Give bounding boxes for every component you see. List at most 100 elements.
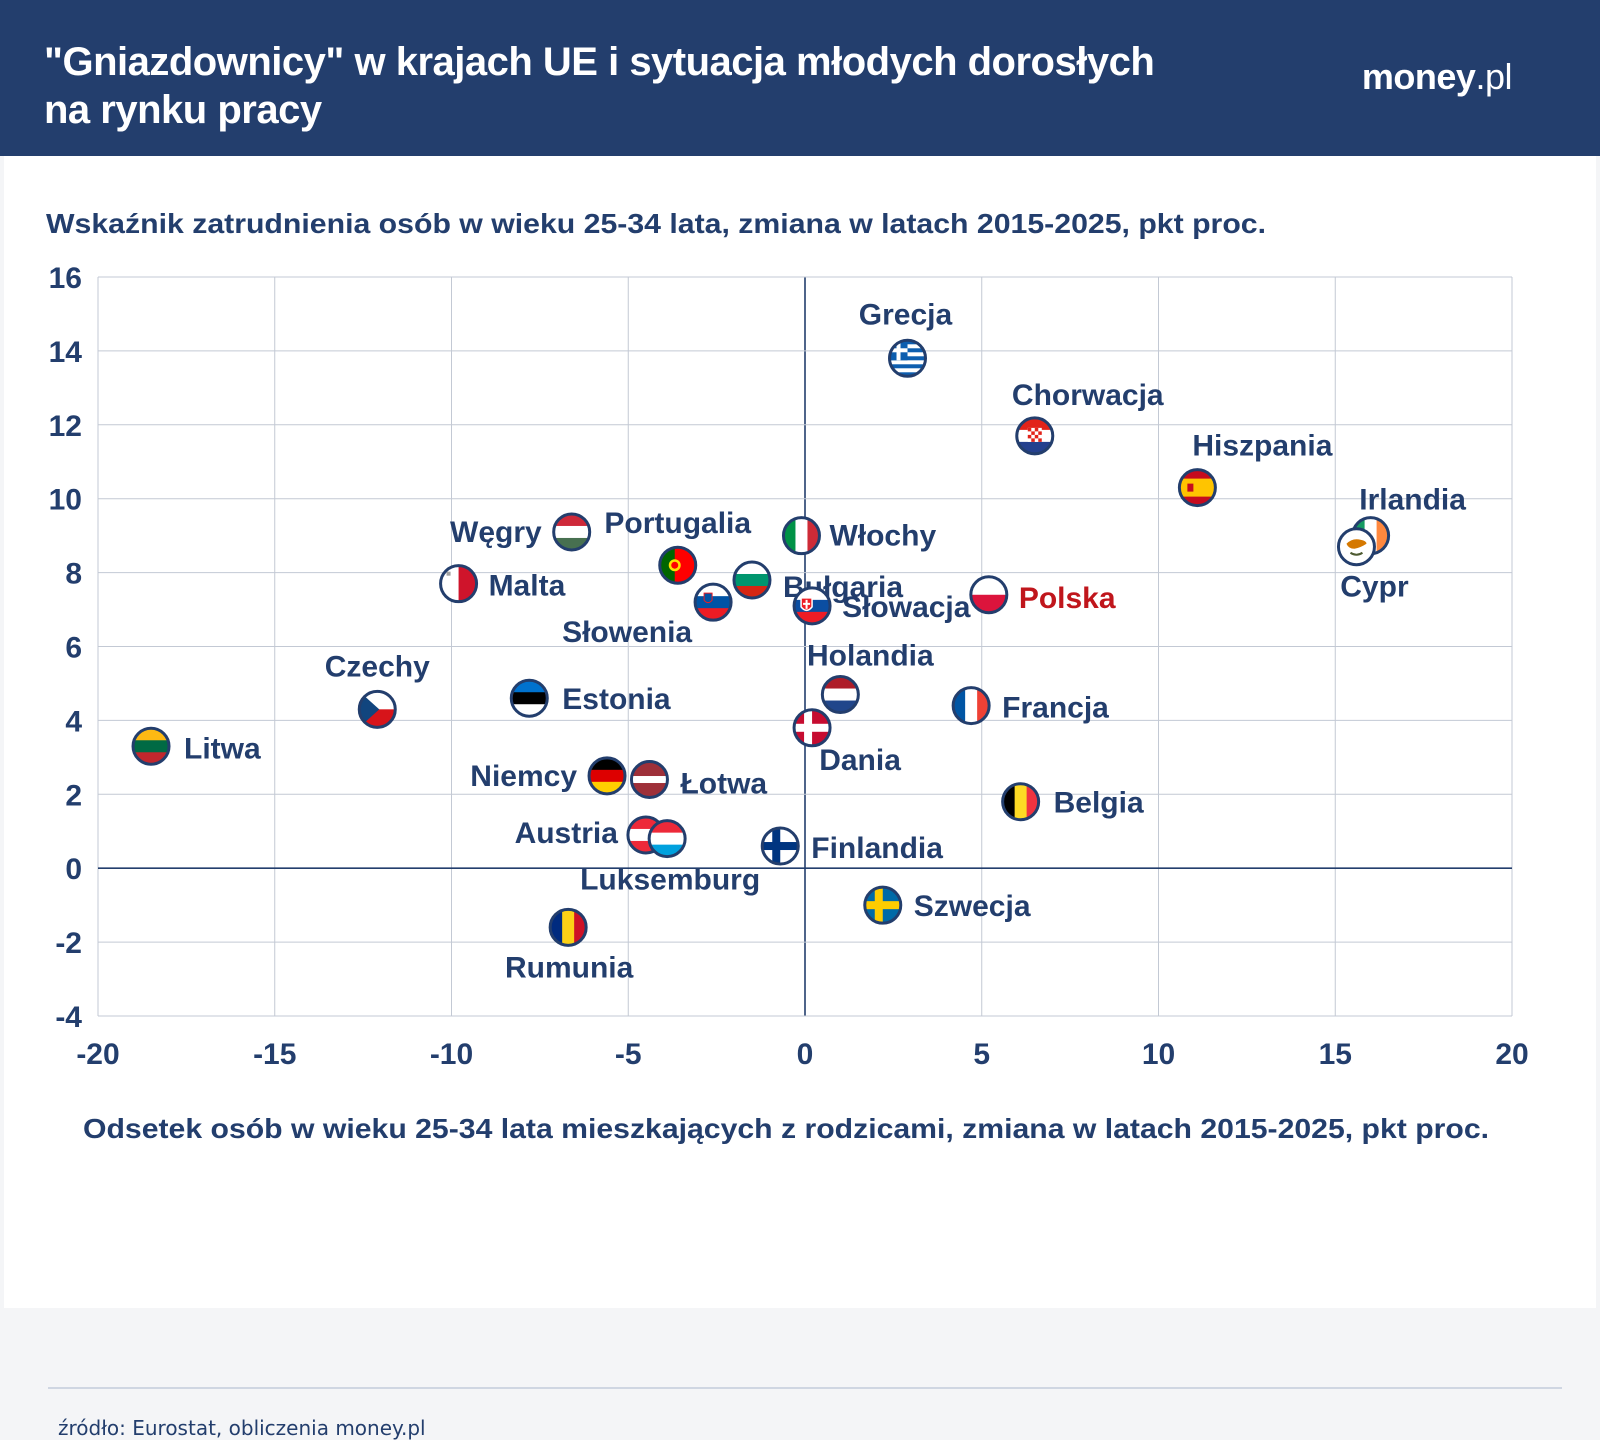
y-tick-label: -4 [55,1001,82,1034]
greece-flag-icon [888,338,928,378]
point-label: Grecja [859,298,953,331]
logo-suffix: .pl [1475,56,1512,97]
x-tick-label: 15 [1319,1038,1352,1071]
data-point-marker [357,689,397,729]
lithuania-flag-icon [131,726,171,766]
axis-labels: Wskaźnik zatrudnienia osób w wieku 25-34… [46,208,1489,1144]
data-point-marker [647,819,687,859]
data-point-marker [131,726,171,766]
spain-flag-icon [1177,468,1217,508]
y-tick-label: 0 [65,853,82,886]
y-tick-label: -2 [55,927,82,960]
poland-flag-icon [969,575,1009,615]
portugal-flag-icon [658,545,698,585]
data-point-marker [792,586,832,626]
data-point-marker [792,708,832,748]
header-banner: "Gniazdownicy" w krajach UE i sytuacja m… [0,0,1600,156]
point-label: Cypr [1340,571,1409,604]
point-label: Polska [1019,582,1116,615]
point-label: Słowacja [842,591,971,624]
x-tick-label: 5 [973,1038,990,1071]
point-label: Węgry [450,516,542,549]
data-point-marker [1177,468,1217,508]
title-line-1: "Gniazdownicy" w krajach UE i sytuacja m… [44,40,1155,84]
germany-flag-icon [587,756,627,796]
point-label: Austria [515,817,619,850]
france-flag-icon [951,686,991,726]
point-label: Holandia [807,640,934,673]
sweden-flag-icon [863,885,903,925]
italy-flag-icon [781,516,821,556]
data-point-marker [509,678,549,718]
x-tick-label: -20 [76,1038,119,1071]
footer-divider [48,1387,1562,1389]
data-point-marker [658,545,698,585]
estonia-flag-icon [509,678,549,718]
data-point-marker [1336,527,1376,567]
data-point-marker [863,885,903,925]
point-label: Dania [819,744,901,777]
data-point-marker [548,907,588,947]
bulgaria-flag-icon [732,560,772,600]
point-label: Luksemburg [580,864,760,897]
x-tick-label: 20 [1495,1038,1528,1071]
x-tick-label: 0 [797,1038,814,1071]
latvia-flag-icon [629,760,669,800]
point-label: Chorwacja [1012,379,1164,412]
point-label: Hiszpania [1192,430,1332,463]
data-point-marker [760,826,800,866]
finland-flag-icon [760,826,800,866]
slovakia-flag-icon [792,586,832,626]
slovenia-flag-icon [693,582,733,622]
point-label: Rumunia [505,951,634,984]
data-point-marker [781,516,821,556]
data-point-marker [587,756,627,796]
belgium-flag-icon [1001,782,1041,822]
y-tick-label: 14 [49,336,83,369]
malta-flag-icon [439,564,479,604]
point-label: Francja [1002,692,1109,725]
money-pl-logo: money.pl [1361,56,1513,98]
czechia-flag-icon [357,689,397,729]
data-point-marker [552,512,592,552]
data-point-marker [629,760,669,800]
x-tick-label: 10 [1142,1038,1175,1071]
hungary-flag-icon [552,512,592,552]
y-tick-label: 2 [65,779,82,812]
point-label: Litwa [184,732,261,765]
point-label: Malta [489,570,566,603]
x-tick-label: -15 [253,1038,296,1071]
x-axis-title: Odsetek osób w wieku 25-34 lata mieszkaj… [83,1113,1489,1144]
chart-card: -20 -15 -10 -5 0 5 10 15 20 -4 -2 0 2 4 6 8 10 12 14 16 Wsk… [4,156,1596,1440]
y-tick-label: 8 [65,558,82,591]
point-label: Słowenia [562,616,692,649]
luxembourg-flag-icon [647,819,687,859]
denmark-flag-icon [792,708,832,748]
point-label: Szwecja [914,890,1031,923]
point-label: Belgia [1054,787,1144,820]
page-title: "Gniazdownicy" w krajach UE i sytuacja m… [44,38,1244,134]
data-points: Grecja Chorwacja Hiszpania Irlandia Cypr Włoc… [131,298,1466,984]
croatia-flag-icon [1015,416,1055,456]
data-point-marker [732,560,772,600]
x-tick-label: -10 [430,1038,473,1071]
y-tick-label: 16 [49,262,82,295]
data-point-marker [439,564,479,604]
y-axis-title: Wskaźnik zatrudnienia osób w wieku 25-34… [46,208,1266,239]
point-label: Finlandia [811,832,943,865]
data-point-marker [888,338,928,378]
y-tick-label: 10 [49,484,82,517]
data-point-marker [969,575,1009,615]
netherlands-flag-icon [820,675,860,715]
data-point-marker [951,686,991,726]
title-line-2: na rynku pracy [44,88,322,132]
cyprus-flag-icon [1336,527,1376,567]
logo-bold-part: money [1361,56,1476,97]
point-label: Irlandia [1359,484,1466,517]
data-point-marker [693,582,733,622]
x-tick-label: -5 [615,1038,642,1071]
chart-grid [97,276,1513,1017]
point-label: Estonia [562,683,671,716]
